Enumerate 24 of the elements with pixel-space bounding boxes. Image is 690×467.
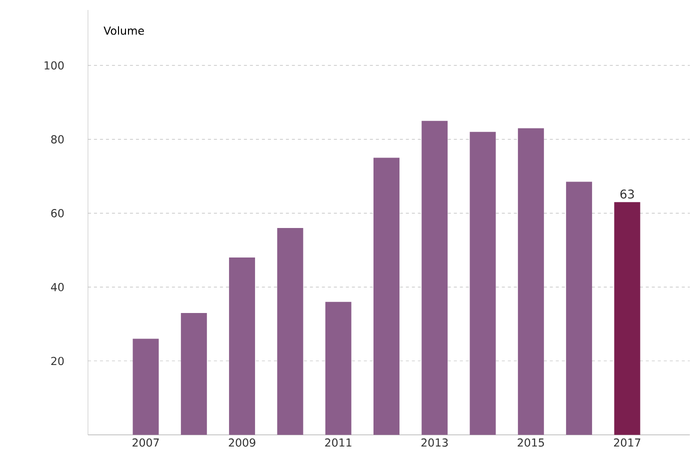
data-label: 63	[620, 190, 634, 199]
y-tick-label: 80	[51, 135, 64, 144]
y-tick-label: 40	[50, 283, 64, 292]
y-tick-label: 20	[51, 356, 64, 366]
x-tick-label: 2011	[325, 438, 352, 447]
y-tick-label: 60	[51, 209, 64, 218]
bar	[566, 182, 592, 435]
y-tick-label: 100	[44, 61, 64, 70]
x-tick-label: 2009	[228, 438, 256, 447]
bar	[422, 120, 448, 435]
bar	[229, 258, 256, 435]
bar	[132, 338, 159, 435]
x-tick-label: 2017	[614, 438, 640, 447]
bar	[180, 313, 207, 435]
bar	[470, 132, 496, 435]
bar	[518, 128, 544, 435]
x-tick-label: 2015	[518, 438, 544, 447]
bar	[373, 158, 400, 435]
bar	[325, 302, 352, 435]
bar	[614, 202, 640, 435]
y-axis-title: Volume	[104, 26, 144, 35]
x-tick-label: 2013	[421, 438, 448, 447]
x-tick-label: 2007	[132, 438, 159, 447]
bar	[277, 228, 304, 435]
